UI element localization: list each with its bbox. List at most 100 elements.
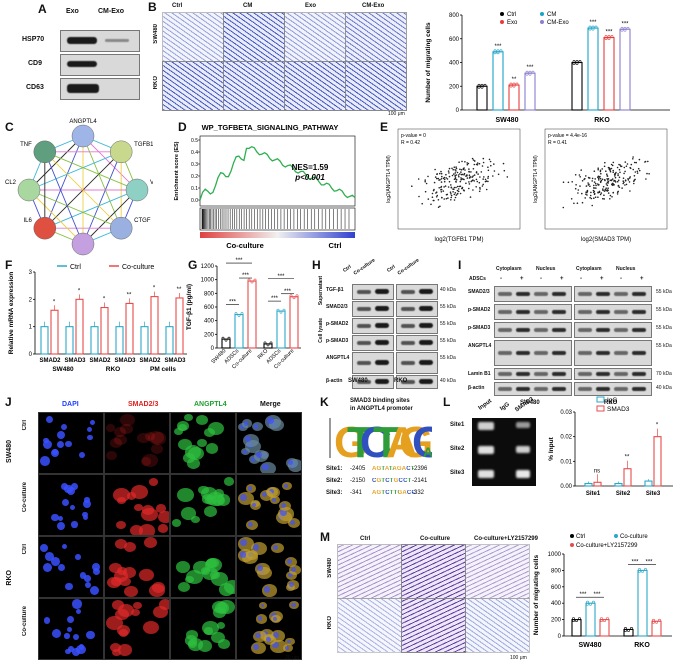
scatter-point (623, 166, 626, 169)
blot-band (419, 379, 433, 384)
panel-e-scatter: p-value = 0R = 0.42 log2(TGFB1 TPM) log2(A… (386, 128, 668, 243)
bar (508, 84, 520, 111)
cell-body (58, 563, 66, 571)
scatter-point (625, 183, 628, 186)
blot-band (516, 310, 530, 314)
y-tick-label: 200 (551, 618, 562, 624)
scatter-point (609, 170, 612, 173)
bar (587, 27, 599, 111)
cell-nucleus (289, 582, 294, 587)
scatter-point (439, 172, 441, 175)
network-node-label: IL6 (23, 218, 32, 224)
scatter-point (466, 174, 468, 176)
scatter-point (617, 179, 620, 182)
cell-body (157, 510, 169, 524)
blot-band (357, 307, 371, 311)
cell-body (139, 568, 154, 581)
panel-label-a: A (38, 2, 47, 16)
scatter-point (567, 181, 570, 184)
panel-i-sign: + (640, 276, 644, 282)
scatter-point (455, 180, 457, 183)
cell-nucleus (243, 421, 249, 426)
panel-j-image (170, 598, 236, 660)
scatter-point (608, 167, 611, 170)
scatter-point (599, 175, 601, 178)
scatter-point (427, 175, 429, 178)
scatter-point (620, 165, 622, 168)
panel-m-scale-bar: 100 μm (510, 655, 527, 661)
panel-i-fraction: Nucleus (616, 266, 636, 272)
scatter-point (617, 173, 619, 175)
scatter-point (606, 173, 608, 175)
scatter-point (610, 167, 613, 170)
blot-band (578, 292, 592, 296)
scatter-point (606, 175, 609, 177)
gsea-rank-bar (200, 232, 355, 238)
panel-h-side-supernatant: Supernatant (318, 276, 324, 306)
cell-body (148, 478, 158, 486)
cell-nucleus (273, 616, 278, 621)
data-point (638, 570, 641, 573)
panel-i-blot (494, 340, 572, 366)
cell-body (116, 497, 126, 505)
cell-body (72, 633, 79, 640)
cell-body (110, 438, 123, 448)
panel-m-row-sw480: SW480 (327, 558, 333, 578)
legend-marker (500, 20, 504, 24)
svg-text:G: G (399, 418, 432, 462)
panel-l-gel-band (516, 446, 530, 453)
bar (289, 296, 299, 349)
cell-body (50, 556, 60, 566)
scatter-point (450, 184, 452, 186)
cell-body (65, 440, 72, 448)
data-point (224, 338, 228, 342)
scatter-point (628, 181, 631, 183)
scatter-point (628, 177, 631, 179)
scatter-point (459, 180, 462, 183)
panel-l-gel (472, 418, 536, 486)
data-point (572, 62, 576, 65)
scatter-point (461, 160, 463, 163)
panel-j-image (236, 598, 302, 660)
bar (234, 313, 244, 349)
x-tick-label: RKO (594, 117, 610, 124)
cell-body (71, 521, 78, 528)
scatter-point (616, 166, 619, 169)
scatter-point (597, 167, 599, 169)
scatter-point (448, 175, 451, 178)
scatter-point (591, 204, 593, 207)
scatter-point (611, 178, 614, 180)
gsea-right-label: Ctrl (329, 241, 342, 250)
scatter-point (597, 192, 599, 194)
x-tick-label: SMAD2 (39, 358, 61, 364)
y-tick-label: 200 (449, 84, 460, 90)
data-point (282, 308, 286, 312)
network-node (71, 124, 95, 148)
scatter-point (460, 169, 463, 171)
scatter-point (618, 168, 621, 171)
data-point (477, 85, 481, 89)
panel-i-sign: + (600, 276, 604, 282)
scatter-point (459, 173, 461, 175)
cell-body (111, 648, 121, 657)
cell-body (148, 431, 164, 444)
cell-nucleus (263, 586, 270, 593)
panel-k-site-label: Site1: (326, 466, 343, 472)
blot-band (534, 328, 548, 332)
cell-body (142, 620, 159, 634)
data-point (641, 570, 644, 573)
cell-body (140, 457, 152, 466)
legend-label: Ctrl (507, 12, 516, 18)
panel-h-blot (396, 375, 438, 389)
cell-body (50, 513, 59, 522)
scatter-point (562, 181, 565, 183)
cell-body (177, 421, 189, 432)
bar (140, 326, 149, 355)
panel-j-image (170, 536, 236, 598)
significance-label: ** (512, 77, 517, 83)
panel-h-blot (352, 335, 394, 351)
significance-label: ** (625, 455, 630, 461)
panel-j-image (236, 474, 302, 536)
scatter-point (487, 175, 490, 178)
cell-body (173, 427, 183, 435)
